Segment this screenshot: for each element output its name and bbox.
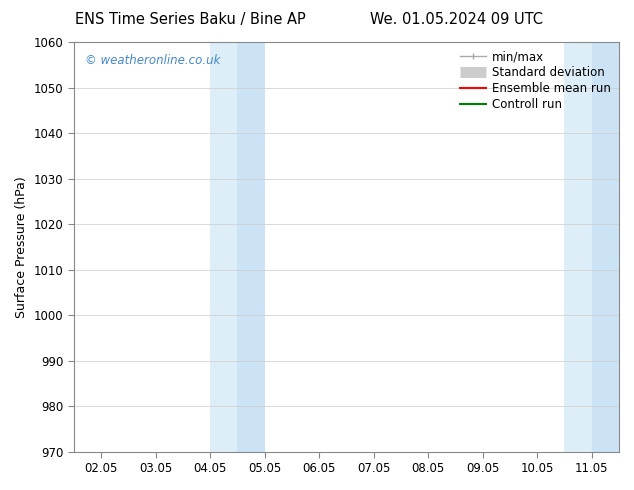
Y-axis label: Surface Pressure (hPa): Surface Pressure (hPa): [15, 176, 28, 318]
Legend: min/max, Standard deviation, Ensemble mean run, Controll run: min/max, Standard deviation, Ensemble me…: [455, 46, 616, 116]
Text: © weatheronline.co.uk: © weatheronline.co.uk: [84, 54, 220, 67]
Bar: [564, 42, 592, 452]
Bar: [237, 42, 264, 452]
Bar: [592, 42, 619, 452]
Bar: [210, 42, 237, 452]
Text: We. 01.05.2024 09 UTC: We. 01.05.2024 09 UTC: [370, 12, 543, 27]
Text: ENS Time Series Baku / Bine AP: ENS Time Series Baku / Bine AP: [75, 12, 306, 27]
